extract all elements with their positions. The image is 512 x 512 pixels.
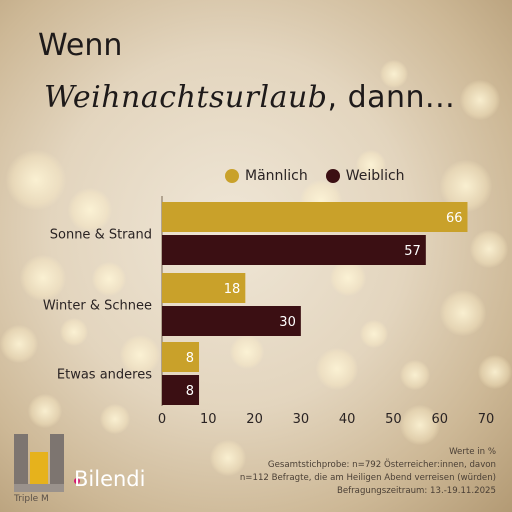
bar [162, 375, 200, 405]
category-label: Sonne & Strand [50, 228, 152, 243]
bilendi-logo: Bilendi [74, 467, 146, 491]
bar-value-label: 57 [404, 244, 421, 259]
legend-label-female: Weiblich [345, 168, 405, 184]
x-tick-label: 10 [200, 412, 217, 427]
x-tick-label: 0 [158, 412, 166, 427]
bar-value-label: 8 [186, 351, 194, 366]
title-line-2: Weihnachtsurlaub, dann... [44, 80, 455, 115]
x-tick-label: 20 [246, 412, 263, 427]
title-line-1: Wenn [38, 28, 123, 63]
footnote-subsample: n=112 Befragte, die am Heiligen Abend ve… [239, 473, 496, 483]
bar [162, 202, 468, 232]
x-tick-label: 70 [478, 412, 495, 427]
x-tick-label: 60 [431, 412, 448, 427]
footnote-period: Befragungszeitraum: 13.-19.11.2025 [336, 486, 496, 496]
triplem-logo-text: Triple M [14, 494, 49, 504]
bar-value-label: 8 [186, 384, 194, 399]
chart-legend: Männlich Weiblich [225, 168, 423, 184]
x-tick-label: 40 [339, 412, 356, 427]
legend-label-male: Männlich [245, 168, 308, 184]
bilendi-logo-dot [74, 478, 80, 484]
bar-value-label: 66 [446, 211, 463, 226]
category-label: Etwas anderes [57, 368, 152, 383]
title-script-word: Weihnachtsurlaub [44, 80, 328, 115]
triplem-logo [14, 434, 64, 492]
bar-value-label: 30 [279, 315, 296, 330]
category-label: Winter & Schnee [43, 299, 152, 314]
footnote-units: Werte in % [449, 447, 496, 457]
bar [162, 273, 246, 303]
bar [162, 306, 301, 336]
bar [162, 342, 200, 372]
legend-swatch-female [325, 169, 340, 183]
title-line-2-rest: , dann... [327, 80, 456, 115]
footnote-sample: Gesamtstichprobe: n=792 Österreicher:inn… [267, 460, 496, 470]
bar-value-label: 18 [224, 282, 241, 297]
legend-item-male: Männlich [225, 168, 308, 184]
x-tick-label: 30 [293, 412, 310, 427]
x-tick-label: 50 [385, 412, 402, 427]
legend-swatch-male [225, 169, 239, 183]
legend-item-female: Weiblich [325, 168, 405, 184]
footnote: Werte in % Gesamtstichprobe: n=792 Öster… [240, 446, 496, 498]
bar [162, 235, 426, 265]
